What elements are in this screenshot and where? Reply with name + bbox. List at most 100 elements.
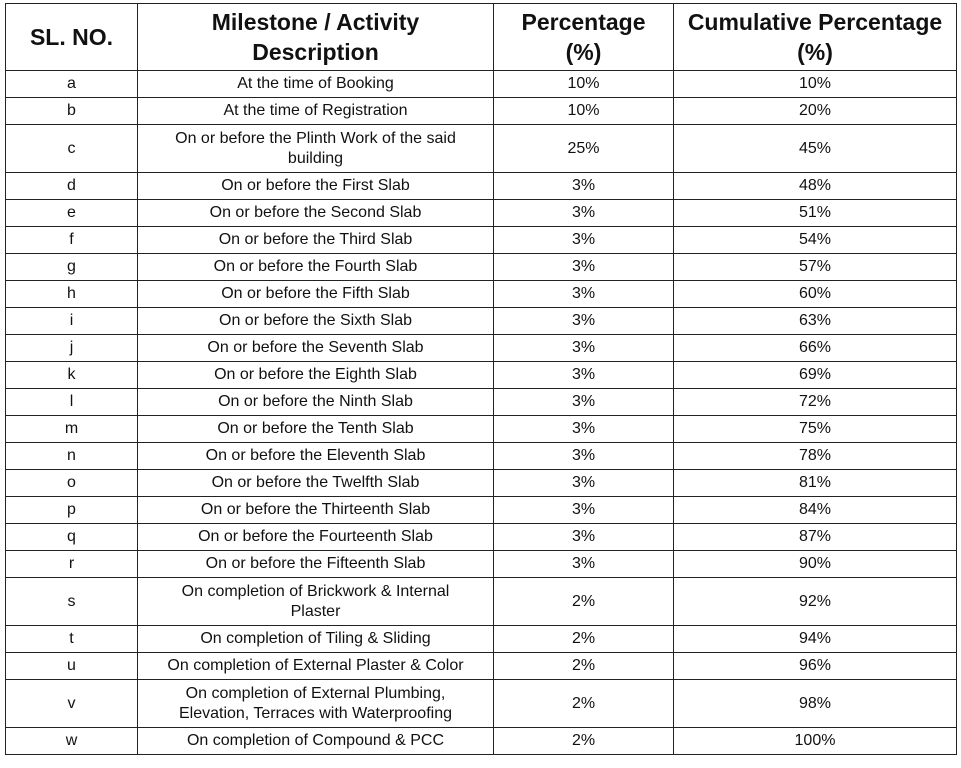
table-cell: 60% xyxy=(673,280,957,308)
table-cell: On or before the Fifth Slab xyxy=(137,280,494,308)
table-cell: On or before the Third Slab xyxy=(137,226,494,254)
table-cell: 66% xyxy=(673,334,957,362)
table-cell: u xyxy=(5,652,138,680)
table-row: i On or before the Sixth Slab 3% 63% xyxy=(5,307,957,335)
table-cell: On or before the Tenth Slab xyxy=(137,415,494,443)
table-cell: c xyxy=(5,124,138,173)
header-row: SL. NO. Milestone / Activity Description P… xyxy=(5,3,957,71)
table-cell: 3% xyxy=(493,199,674,227)
table-cell: 94% xyxy=(673,625,957,653)
table-cell: 96% xyxy=(673,652,957,680)
table-cell: On completion of External Plumbing, Elev… xyxy=(137,679,494,728)
table-cell: n xyxy=(5,442,138,470)
table-cell: a xyxy=(5,70,138,98)
table-cell: r xyxy=(5,550,138,578)
table-cell: On or before the First Slab xyxy=(137,172,494,200)
table-cell: 10% xyxy=(493,97,674,125)
table-row: t On completion of Tiling & Sliding 2% 94% xyxy=(5,625,957,653)
table-cell: 10% xyxy=(493,70,674,98)
table-cell: 51% xyxy=(673,199,957,227)
table-cell: 54% xyxy=(673,226,957,254)
table-row: e On or before the Second Slab 3% 51% xyxy=(5,199,957,227)
table-row: c On or before the Plinth Work of the sai… xyxy=(5,124,957,173)
table-cell: 2% xyxy=(493,652,674,680)
table-cell: 92% xyxy=(673,577,957,626)
table-cell: On completion of Compound & PCC xyxy=(137,727,494,755)
table-row: n On or before the Eleventh Slab 3% 78% xyxy=(5,442,957,470)
table-cell: w xyxy=(5,727,138,755)
table-cell: b xyxy=(5,97,138,125)
table-row: u On completion of External Plaster & Col… xyxy=(5,652,957,680)
table-cell: 3% xyxy=(493,307,674,335)
table-header: SL. NO. Milestone / Activity Description P… xyxy=(5,3,957,71)
table-row: q On or before the Fourteenth Slab 3% 87% xyxy=(5,523,957,551)
table-row: g On or before the Fourth Slab 3% 57% xyxy=(5,253,957,281)
table-cell: 2% xyxy=(493,625,674,653)
table-row: f On or before the Third Slab 3% 54% xyxy=(5,226,957,254)
table-cell: On or before the Plinth Work of the said… xyxy=(137,124,494,173)
table-body: a At the time of Booking 10% 10% b At the tim… xyxy=(5,70,957,755)
table-cell: 3% xyxy=(493,280,674,308)
table-cell: o xyxy=(5,469,138,497)
table-cell: On or before the Second Slab xyxy=(137,199,494,227)
table-cell: 98% xyxy=(673,679,957,728)
table-cell: On or before the Ninth Slab xyxy=(137,388,494,416)
table-cell: On or before the Sixth Slab xyxy=(137,307,494,335)
table-row: l On or before the Ninth Slab 3% 72% xyxy=(5,388,957,416)
table-cell: 45% xyxy=(673,124,957,173)
table-cell: 3% xyxy=(493,442,674,470)
header-cell: Cumulative Percentage (%) xyxy=(673,3,957,71)
table-row: k On or before the Eighth Slab 3% 69% xyxy=(5,361,957,389)
table-cell: 10% xyxy=(673,70,957,98)
table-cell: On completion of Brickwork & Internal Pl… xyxy=(137,577,494,626)
table-row: j On or before the Seventh Slab 3% 66% xyxy=(5,334,957,362)
table-cell: 3% xyxy=(493,361,674,389)
table-cell: 3% xyxy=(493,550,674,578)
table-cell: g xyxy=(5,253,138,281)
table-cell: On or before the Eighth Slab xyxy=(137,361,494,389)
table-cell: 20% xyxy=(673,97,957,125)
table-cell: On or before the Fifteenth Slab xyxy=(137,550,494,578)
table-cell: l xyxy=(5,388,138,416)
table-cell: 48% xyxy=(673,172,957,200)
table-cell: 3% xyxy=(493,388,674,416)
table-cell: On or before the Thirteenth Slab xyxy=(137,496,494,524)
table-row: a At the time of Booking 10% 10% xyxy=(5,70,957,98)
table-row: w On completion of Compound & PCC 2% 100% xyxy=(5,727,957,755)
table-row: o On or before the Twelfth Slab 3% 81% xyxy=(5,469,957,497)
table-cell: 3% xyxy=(493,496,674,524)
table-cell: 3% xyxy=(493,172,674,200)
table-cell: 3% xyxy=(493,253,674,281)
header-cell: Milestone / Activity Description xyxy=(137,3,494,71)
table-cell: 72% xyxy=(673,388,957,416)
table-cell: 90% xyxy=(673,550,957,578)
table-cell: i xyxy=(5,307,138,335)
table-cell: On or before the Fourth Slab xyxy=(137,253,494,281)
table-cell: On or before the Eleventh Slab xyxy=(137,442,494,470)
table-cell: 84% xyxy=(673,496,957,524)
table-cell: On or before the Twelfth Slab xyxy=(137,469,494,497)
table-row: b At the time of Registration 10% 20% xyxy=(5,97,957,125)
table-cell: 25% xyxy=(493,124,674,173)
table-cell: 2% xyxy=(493,577,674,626)
table-cell: On or before the Seventh Slab xyxy=(137,334,494,362)
table-cell: p xyxy=(5,496,138,524)
table-cell: 3% xyxy=(493,415,674,443)
table-cell: On completion of Tiling & Sliding xyxy=(137,625,494,653)
table-cell: 3% xyxy=(493,226,674,254)
table-cell: d xyxy=(5,172,138,200)
table-cell: 69% xyxy=(673,361,957,389)
table-cell: m xyxy=(5,415,138,443)
table-cell: e xyxy=(5,199,138,227)
table-cell: On completion of External Plaster & Colo… xyxy=(137,652,494,680)
table-row: s On completion of Brickwork & Internal P… xyxy=(5,577,957,626)
table-row: r On or before the Fifteenth Slab 3% 90% xyxy=(5,550,957,578)
payment-schedule-table: SL. NO. Milestone / Activity Description P… xyxy=(5,3,957,755)
table-cell: 3% xyxy=(493,334,674,362)
table-row: d On or before the First Slab 3% 48% xyxy=(5,172,957,200)
table-cell: q xyxy=(5,523,138,551)
table-cell: t xyxy=(5,625,138,653)
table-cell: On or before the Fourteenth Slab xyxy=(137,523,494,551)
header-cell: Percentage (%) xyxy=(493,3,674,71)
